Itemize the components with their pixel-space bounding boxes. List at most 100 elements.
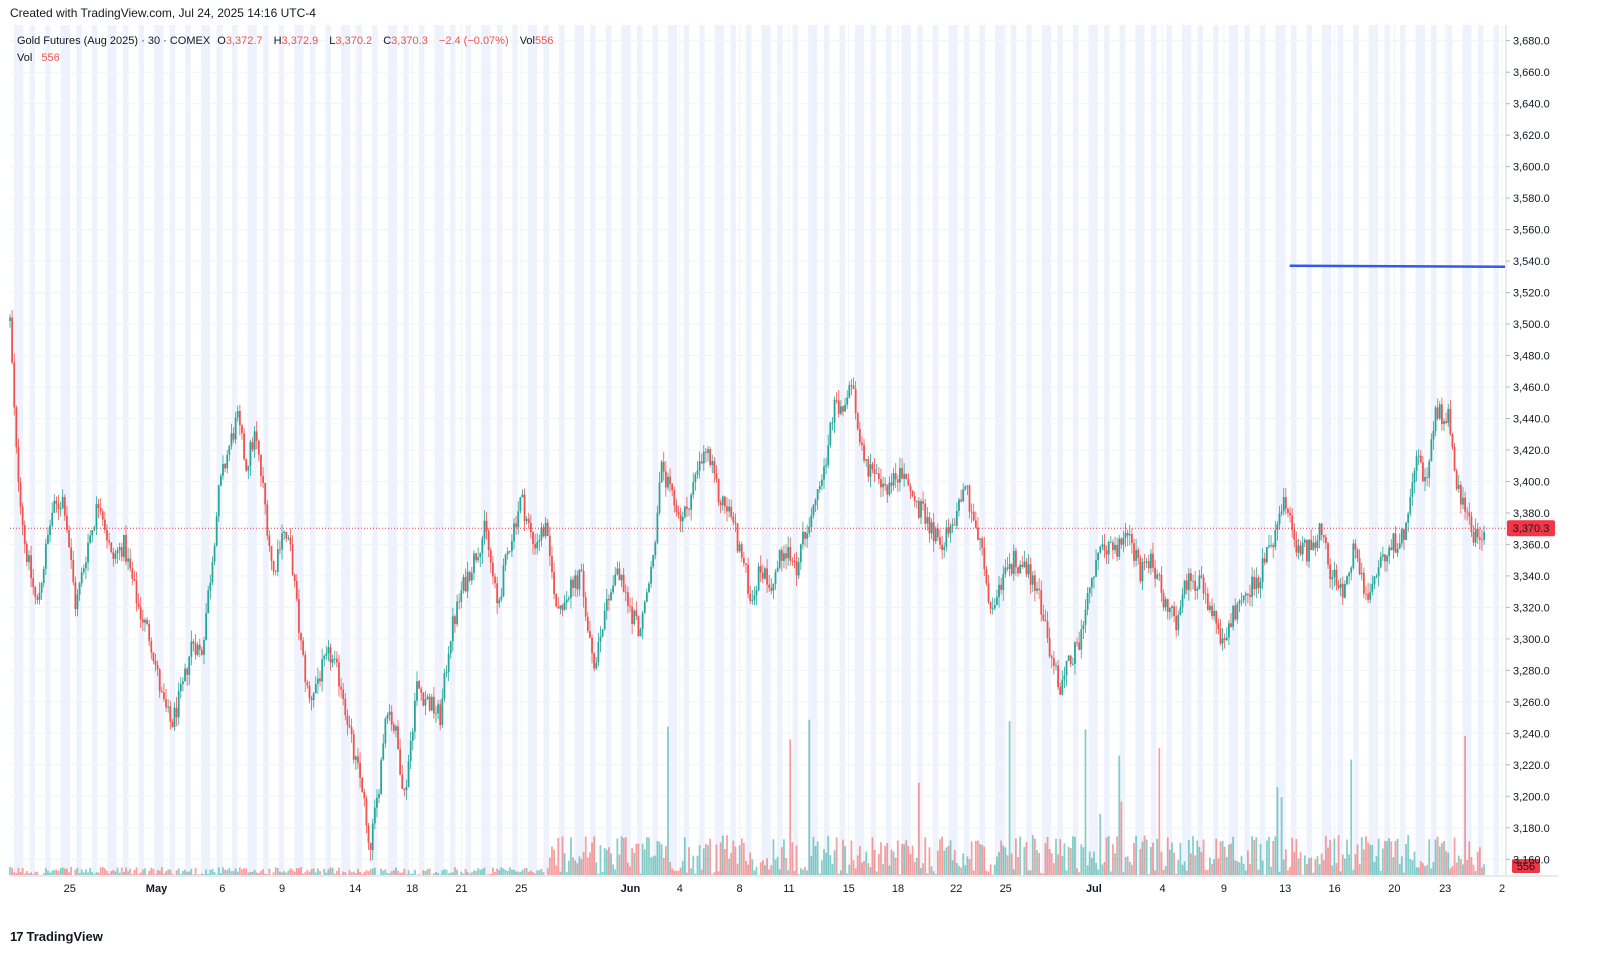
- candle-body: [68, 530, 70, 548]
- volume-bar: [852, 860, 855, 875]
- candle-body: [629, 605, 631, 607]
- time-tick-label: Jun: [621, 883, 641, 895]
- candle-body: [483, 520, 486, 539]
- candle-body: [1160, 574, 1163, 593]
- volume-bar: [660, 844, 663, 875]
- candle-body: [660, 461, 663, 483]
- volume-bar: [593, 836, 596, 875]
- time-tick-label: 15: [843, 883, 855, 895]
- candle-body: [761, 572, 764, 579]
- candle-body: [854, 389, 857, 413]
- volume-bar: [673, 870, 676, 875]
- volume-bar: [901, 843, 903, 875]
- price-tick-label: 3,680.0: [1513, 36, 1550, 48]
- volume-bar: [1301, 874, 1304, 875]
- volume-bar: [289, 868, 292, 875]
- volume-bar: [529, 870, 532, 875]
- candle-body: [525, 518, 528, 521]
- candle-body: [308, 685, 311, 699]
- candle-body: [572, 579, 574, 588]
- volume-bar: [1168, 849, 1171, 875]
- volume-bar: [1367, 842, 1369, 875]
- candle-body: [936, 528, 939, 538]
- volume-bar: [30, 872, 32, 875]
- candle-body: [106, 530, 108, 541]
- volume-bar: [1295, 839, 1298, 875]
- volume-bar: [179, 873, 182, 875]
- volume-bar: [1135, 835, 1138, 875]
- volume-bar: [445, 869, 448, 875]
- time-tick-label: 14: [349, 883, 361, 895]
- candle-body: [504, 554, 507, 566]
- volume-bar: [281, 872, 283, 875]
- candle-body: [222, 463, 224, 476]
- volume-bar: [182, 871, 184, 875]
- candle-body: [1131, 534, 1133, 544]
- candle-body: [388, 711, 391, 715]
- candle-body: [333, 658, 336, 660]
- volume-bar: [962, 853, 965, 875]
- candle-body: [561, 605, 564, 610]
- candle-body: [224, 463, 226, 469]
- candle-body: [1116, 545, 1119, 557]
- volume-bar: [1409, 858, 1412, 875]
- volume-bar: [241, 869, 243, 875]
- volume-bar: [127, 871, 129, 875]
- candle-body: [1234, 605, 1237, 620]
- volume-bar: [941, 836, 943, 875]
- candle-body: [1293, 530, 1296, 540]
- volume-bar: [985, 870, 988, 875]
- volume-bar: [1341, 854, 1344, 875]
- candle-body: [116, 550, 119, 554]
- volume-bar: [996, 856, 998, 875]
- candle-body: [818, 485, 821, 490]
- volume-bar: [1194, 855, 1197, 875]
- volume-bar: [101, 867, 104, 875]
- candle-body: [359, 762, 361, 778]
- volume-bar: [1088, 851, 1091, 875]
- candle-body: [365, 798, 368, 826]
- candle-body: [721, 496, 724, 506]
- candle-body: [422, 692, 425, 706]
- candle-body: [1109, 542, 1112, 543]
- volume-bar: [1438, 846, 1441, 875]
- volume-bar: [886, 842, 889, 875]
- volume-bar: [705, 843, 707, 875]
- legend-vol-label: Vol: [520, 35, 535, 47]
- candle-body: [401, 774, 404, 789]
- candle-body: [576, 575, 579, 590]
- volume-bar: [1078, 872, 1081, 875]
- candle-body: [686, 506, 688, 509]
- volume-bar: [723, 849, 726, 875]
- volume-bar: [1179, 842, 1182, 875]
- candle-body: [953, 524, 956, 526]
- volume-bar: [1464, 735, 1466, 875]
- volume-bar: [519, 872, 522, 875]
- volume-bar: [1048, 849, 1051, 875]
- time-tick-label: 2: [1499, 883, 1505, 895]
- candle-body: [99, 507, 102, 512]
- volume-bar: [371, 868, 374, 875]
- volume-bar: [686, 872, 688, 875]
- volume-bar: [230, 871, 233, 875]
- candle-body: [1398, 543, 1401, 549]
- volume-bar: [1010, 853, 1013, 875]
- candle-body: [371, 823, 374, 851]
- time-tick-label: Jul: [1086, 883, 1102, 895]
- volume-bar: [719, 842, 722, 875]
- candle-body: [416, 681, 418, 701]
- candle-body: [829, 422, 832, 446]
- candle-body: [745, 563, 747, 565]
- volume-bar: [357, 868, 359, 875]
- candle-body: [852, 385, 855, 389]
- candle-body: [1453, 447, 1456, 471]
- candle-body: [1396, 548, 1399, 553]
- volume-bar: [266, 874, 269, 875]
- candle-body: [751, 600, 754, 602]
- volume-bar: [525, 868, 528, 875]
- volume-bar: [1042, 873, 1045, 875]
- volume-bar: [1329, 839, 1332, 875]
- volume-bar: [1428, 839, 1431, 875]
- volume-bars: [9, 719, 1485, 875]
